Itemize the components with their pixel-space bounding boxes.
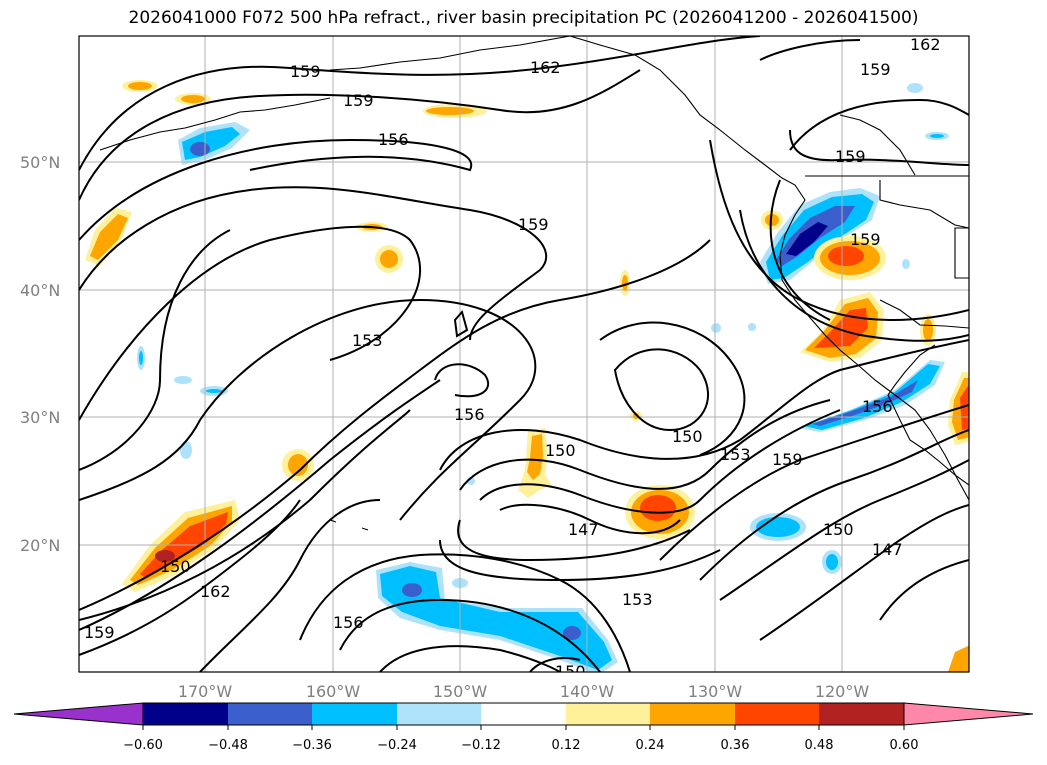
- colorbar-tick-label: 0.24: [636, 738, 665, 753]
- lon-label: 120°W: [815, 682, 870, 701]
- colorbar-segment: [397, 703, 481, 725]
- colorbar-tick-label: −0.36: [292, 738, 332, 753]
- contour-label: 156: [862, 397, 893, 416]
- contour-label: 159: [343, 91, 374, 110]
- contour-label: 159: [860, 60, 891, 79]
- contour-label: 147: [872, 540, 903, 559]
- colorbar-extend-high: [903, 702, 1034, 726]
- map-border: [78, 35, 970, 673]
- lon-label: 130°W: [688, 682, 743, 701]
- lon-label: 150°W: [433, 682, 488, 701]
- contour-label: 156: [454, 405, 485, 424]
- contour-label: 150: [823, 520, 854, 539]
- colorbar-segment: [819, 703, 904, 725]
- contour-label: 156: [378, 130, 409, 149]
- colorbar-segment: [143, 703, 228, 725]
- contour-label: 150: [672, 427, 703, 446]
- lat-label: 50°N: [20, 153, 60, 172]
- colorbar-tick-label: 0.36: [721, 738, 750, 753]
- contour-label: 159: [518, 215, 549, 234]
- colorbar-tick-label: −0.48: [208, 738, 248, 753]
- contour-label: 159: [850, 230, 881, 249]
- contour-labels: 162 159 159 159 156 159 159 153 159 156 …: [84, 35, 941, 681]
- colorbar-segment: [650, 703, 735, 725]
- lon-label: 170°W: [178, 682, 233, 701]
- map-title: 2026041000 F072 500 hPa refract., river …: [128, 8, 919, 28]
- contour-label: 150: [160, 557, 191, 576]
- colorbar-tick-label: −0.24: [377, 738, 417, 753]
- colorbar-tick-label: 0.60: [890, 738, 919, 753]
- lat-label: 40°N: [20, 281, 60, 300]
- lat-label: 20°N: [20, 536, 60, 555]
- colorbar-tick-label: −0.60: [123, 738, 163, 753]
- colorbar-segment: [481, 703, 566, 725]
- contour-label: 159: [772, 450, 803, 469]
- contour-label: 153: [352, 331, 383, 350]
- contour-label: 153: [720, 445, 751, 464]
- contour-label: 162: [200, 582, 231, 601]
- contour-label: 162: [530, 58, 561, 77]
- longitude-labels: 170°W 160°W 150°W 140°W 130°W 120°W: [178, 682, 870, 701]
- contour-label: 150: [545, 441, 576, 460]
- contour-label: 156: [333, 613, 364, 632]
- lon-label: 160°W: [306, 682, 361, 701]
- contour-label: 150: [555, 662, 586, 681]
- colorbar: −0.60 −0.48 −0.36 −0.24 −0.12 0.12 0.24 …: [13, 702, 1034, 753]
- lon-label: 140°W: [560, 682, 615, 701]
- contour-label: 159: [84, 623, 115, 642]
- colorbar-tick-label: 0.12: [552, 738, 581, 753]
- contour-label: 159: [290, 62, 321, 81]
- lat-label: 30°N: [20, 408, 60, 427]
- colorbar-tick-label: −0.12: [461, 738, 501, 753]
- colorbar-segment: [312, 703, 397, 725]
- latitude-labels: 50°N 40°N 30°N 20°N: [20, 153, 60, 555]
- contour-label: 147: [568, 520, 599, 539]
- height-contours: [79, 36, 969, 672]
- colorbar-segment: [228, 703, 312, 725]
- contour-label: 162: [910, 35, 941, 54]
- contour-label: 153: [622, 590, 653, 609]
- contour-label: 159: [835, 147, 866, 166]
- colorbar-tick-label: 0.48: [805, 738, 834, 753]
- colorbar-segment: [566, 703, 650, 725]
- colorbar-extend-low: [13, 702, 144, 726]
- colorbar-segment: [735, 703, 819, 725]
